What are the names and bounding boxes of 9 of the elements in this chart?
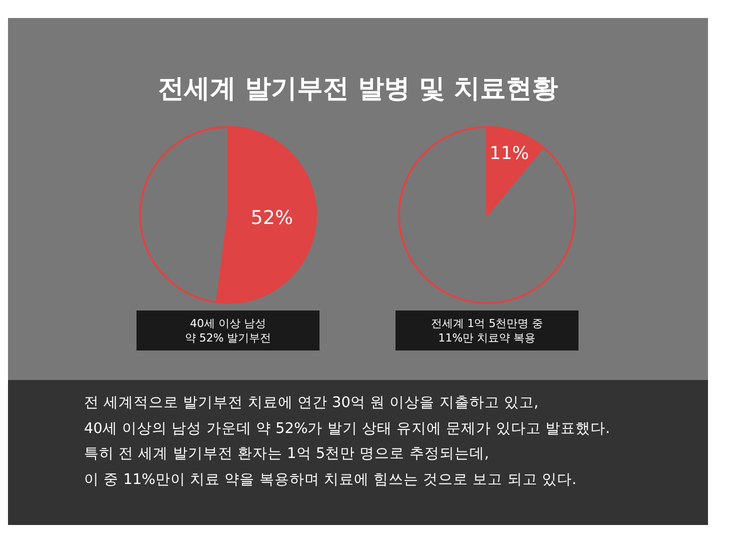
text: 전세계 발기부전 발병 및 치료현황	[158, 74, 558, 104]
text: 이 중 11%만이 치료 약을 복용하며 치료에 힘쓰는 것으로 보고 되고 있다.	[84, 472, 577, 488]
text: 전 세계적으로 발기부전 치료에 연간 30억 원 이상을 지출하고 있고,	[84, 395, 539, 411]
text: 40세 이상의 남성 가운데 약 52%가 발기 상태 유지에 문제가 있다고 발표했다.	[84, 421, 610, 437]
text: 전세계 1억 5천만명 중 11%만 치료약 복용	[430, 317, 544, 344]
data-label: 52%	[250, 206, 294, 229]
text: 특히 전 세계 발기부전 환자는 1억 5천만 명으로 추정되는데,	[84, 446, 489, 462]
text: 40세 이상 남성 약 52% 발기부전	[184, 317, 272, 344]
data-label: 11%	[490, 144, 529, 164]
